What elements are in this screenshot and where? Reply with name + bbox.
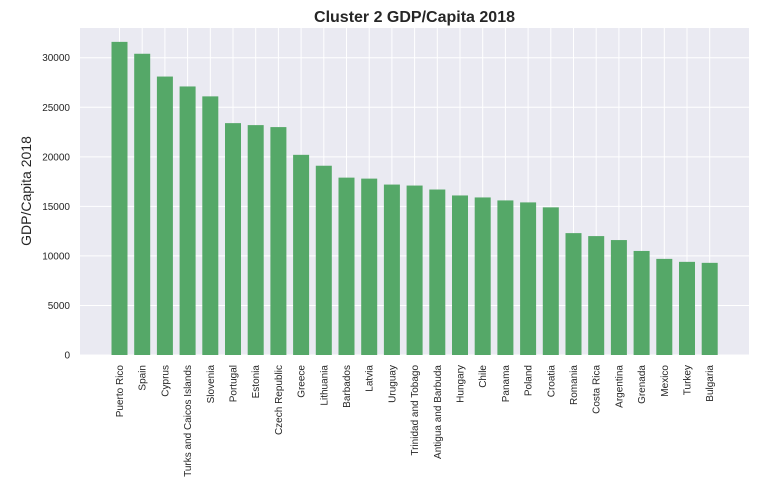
x-tick-label: Czech Republic <box>274 365 285 435</box>
bar <box>610 240 627 355</box>
x-tick-label: Bulgaria <box>705 365 716 402</box>
x-tick-label: Chile <box>478 365 489 388</box>
y-tick-label: 15000 <box>42 202 70 213</box>
bar <box>588 236 605 355</box>
bar <box>452 195 468 355</box>
y-tick-label: 25000 <box>42 103 70 114</box>
y-axis-ticks: 0 5000 10000 15000 20000 25000 30000 <box>42 53 70 361</box>
y-axis-label: GDP/Capita 2018 <box>18 136 34 246</box>
bar <box>701 262 718 355</box>
y-tick-label: 10000 <box>42 251 70 262</box>
x-tick-label: Latvia <box>365 365 376 392</box>
bar <box>633 250 650 355</box>
bar <box>565 233 582 355</box>
x-tick-label: Antigua and Barbuda <box>433 365 444 459</box>
x-tick-label: Romania <box>569 365 580 405</box>
bar <box>270 127 287 355</box>
y-tick-label: 0 <box>64 351 70 362</box>
bar <box>679 261 695 355</box>
bar <box>656 258 673 355</box>
x-tick-label: Portugal <box>229 365 240 402</box>
y-tick-label: 5000 <box>48 301 71 312</box>
bar <box>429 189 446 355</box>
x-tick-label: Barbados <box>342 365 353 408</box>
bar <box>134 53 151 355</box>
bars <box>111 41 718 356</box>
x-tick-label: Lithuania <box>319 365 330 406</box>
x-axis-ticks: Puerto Rico Spain Cyprus Turks and Caicos I… <box>115 365 716 477</box>
bar <box>542 207 559 355</box>
bar <box>111 41 128 355</box>
x-tick-label: Hungary <box>456 365 467 403</box>
y-tick-label: 30000 <box>42 53 70 64</box>
bar <box>338 177 355 355</box>
x-tick-label: Turkey <box>683 365 694 395</box>
bar <box>474 197 491 355</box>
bar <box>202 96 219 355</box>
y-tick-label: 20000 <box>42 152 70 163</box>
x-tick-label: Poland <box>524 365 535 396</box>
x-tick-label: Grenada <box>637 365 648 404</box>
bar <box>247 125 264 355</box>
x-tick-label: Greece <box>297 365 308 398</box>
x-tick-label: Argentina <box>614 365 625 408</box>
x-tick-label: Panama <box>501 365 512 403</box>
bar <box>497 200 514 355</box>
bar <box>520 202 537 355</box>
chart-title: Cluster 2 GDP/Capita 2018 <box>314 9 515 26</box>
x-tick-label: Costa Rica <box>592 365 603 414</box>
x-tick-label: Croatia <box>546 365 557 398</box>
bar <box>315 165 332 355</box>
x-tick-label: Uruguay <box>387 365 398 403</box>
x-tick-label: Spain <box>138 365 149 391</box>
x-tick-label: Turks and Caicos Islands <box>183 365 194 477</box>
bar <box>293 154 310 355</box>
bar <box>156 76 173 356</box>
x-tick-label: Puerto Rico <box>115 365 126 418</box>
x-tick-label: Cyprus <box>160 365 171 397</box>
bar <box>225 123 241 355</box>
x-tick-label: Mexico <box>660 365 671 397</box>
bar <box>361 178 378 355</box>
bar <box>179 86 196 356</box>
bar <box>383 184 400 355</box>
x-tick-label: Estonia <box>251 365 262 399</box>
bar <box>406 185 423 355</box>
x-tick-label: Slovenia <box>206 365 217 404</box>
x-tick-label: Trinidad and Tobago <box>410 365 421 456</box>
